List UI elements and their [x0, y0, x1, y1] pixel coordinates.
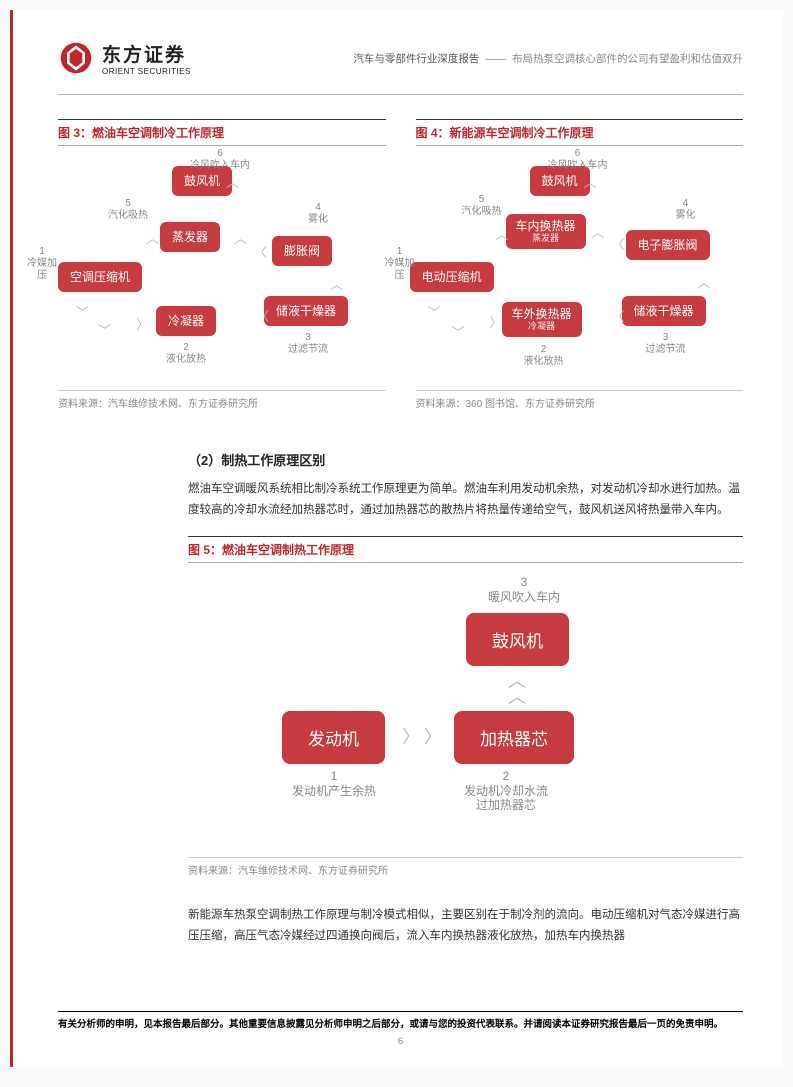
figure-3: 图 3：燃油车空调制冷工作原理 鼓风机 蒸发器 膨胀阀 空调压缩机 冷凝器 储液… [58, 119, 386, 410]
orient-securities-logo-icon [58, 40, 94, 76]
report-category: 汽车与零部件行业深度报告 [353, 53, 479, 65]
section-2-heading: （2）制热工作原理区别 [188, 450, 743, 469]
header-subtitle: 汽车与零部件行业深度报告 —— 布局热泵空调核心部件的公司有望盈利和估值双升 [353, 51, 743, 66]
section-2-paragraph-2: 新能源车热泵空调制热工作原理与制冷模式相似，主要区别在于制冷剂的流向。电动压缩机… [188, 905, 743, 946]
node-dryer: 储液干燥器 [622, 296, 706, 326]
figure-3-source: 资料来源：汽车维修技术网、东方证券研究所 [58, 390, 386, 410]
node-in-hx: 车内换热器蒸发器 [506, 214, 586, 249]
page-header: 东方证券 ORIENT SECURITIES 汽车与零部件行业深度报告 —— 布… [58, 40, 743, 76]
chevron-right-icon: 〉 [424, 723, 442, 749]
footer-disclaimer: 有关分析师的申明，见本报告最后部分。其他重要信息披露见分析师申明之后部分，或请与… [58, 1016, 743, 1030]
chevron-up-icon: ︿ [584, 172, 597, 191]
figure-4-diagram: 鼓风机 车内换热器蒸发器 电子膨胀阀 电动压缩机 车外换热器冷凝器 储液干燥器 … [416, 154, 744, 384]
chevron-left-icon: 〈 [254, 242, 267, 261]
brand-logo-block: 东方证券 ORIENT SECURITIES [58, 40, 191, 76]
brand-name-cn: 东方证券 [102, 40, 191, 67]
chevron-up-icon: ︿ [234, 228, 247, 247]
node-out-hx: 车外换热器冷凝器 [502, 302, 582, 337]
node-dryer: 储液干燥器 [264, 296, 348, 326]
chevron-up-icon: ︿ [146, 228, 159, 247]
document-page: 东方证券 ORIENT SECURITIES 汽车与零部件行业深度报告 —— 布… [10, 10, 783, 1067]
section-2: （2）制热工作原理区别 燃油车空调暖风系统相比制冷系统工作原理更为简单。燃油车利… [188, 450, 743, 947]
figure-5: 图 5：燃油车空调制热工作原理 鼓风机 发动机 加热器芯 3暖风吹入车内 1发动… [188, 536, 743, 877]
chevron-up-icon: ︿ [496, 224, 509, 243]
chevron-up-icon: ︿ [330, 274, 343, 293]
figure-4-caption: 图 4：新能源车空调制冷工作原理 [416, 119, 744, 146]
node-compressor: 空调压缩机 [58, 262, 142, 292]
chevron-up-icon: ︿ [226, 172, 239, 191]
section-2-paragraph-1: 燃油车空调暖风系统相比制冷系统工作原理更为简单。燃油车利用发动机余热，对发动机冷… [188, 479, 743, 520]
chevron-down-icon: ﹀ [452, 322, 465, 341]
figure-5-diagram: 鼓风机 发动机 加热器芯 3暖风吹入车内 1发动机产生余热 2发动机冷却水流过加… [188, 571, 743, 851]
figure-3-caption: 图 3：燃油车空调制冷工作原理 [58, 119, 386, 146]
brand-name-en: ORIENT SECURITIES [102, 67, 191, 76]
node-blower: 鼓风机 [466, 613, 569, 666]
node-evaporator: 蒸发器 [160, 222, 220, 252]
chevron-up-icon: ︿ [508, 683, 526, 709]
figure-5-caption: 图 5：燃油车空调制热工作原理 [188, 536, 743, 563]
chevron-up-icon: ︿ [592, 222, 605, 241]
node-heater: 加热器芯 [454, 711, 574, 764]
node-evalve: 电子膨胀阀 [626, 230, 710, 260]
chevron-right-icon: 〉 [490, 312, 503, 331]
chevron-left-icon: 〈 [612, 306, 625, 325]
node-engine: 发动机 [282, 711, 385, 764]
chevron-left-icon: 〈 [612, 234, 625, 253]
node-valve: 膨胀阀 [272, 236, 332, 266]
chevron-down-icon: ﹀ [98, 320, 111, 339]
chevron-right-icon: 〉 [136, 314, 149, 333]
header-divider [58, 94, 743, 95]
chevron-left-icon: 〈 [256, 306, 269, 325]
page-number: 6 [58, 1036, 743, 1047]
chevron-down-icon: ﹀ [76, 302, 89, 321]
figure-5-source: 资料来源：汽车维修技术网、东方证券研究所 [188, 857, 743, 877]
figure-3-diagram: 鼓风机 蒸发器 膨胀阀 空调压缩机 冷凝器 储液干燥器 6冷风吹入车内 5汽化吸… [58, 154, 386, 384]
chevron-up-icon: ︿ [698, 272, 711, 291]
figure-row: 图 3：燃油车空调制冷工作原理 鼓风机 蒸发器 膨胀阀 空调压缩机 冷凝器 储液… [58, 119, 743, 410]
page-footer: 有关分析师的申明，见本报告最后部分。其他重要信息披露见分析师申明之后部分，或请与… [58, 1011, 743, 1047]
figure-4-source: 资料来源：360 图书馆、东方证券研究所 [416, 390, 744, 410]
node-condenser: 冷凝器 [156, 306, 216, 336]
node-ecompressor: 电动压缩机 [410, 262, 494, 292]
chevron-right-icon: 〉 [402, 723, 420, 749]
figure-4: 图 4：新能源车空调制冷工作原理 鼓风机 车内换热器蒸发器 电子膨胀阀 电动压缩… [416, 119, 744, 410]
report-title: 布局热泵空调核心部件的公司有望盈利和估值双升 [512, 53, 743, 65]
chevron-down-icon: ﹀ [428, 302, 441, 321]
